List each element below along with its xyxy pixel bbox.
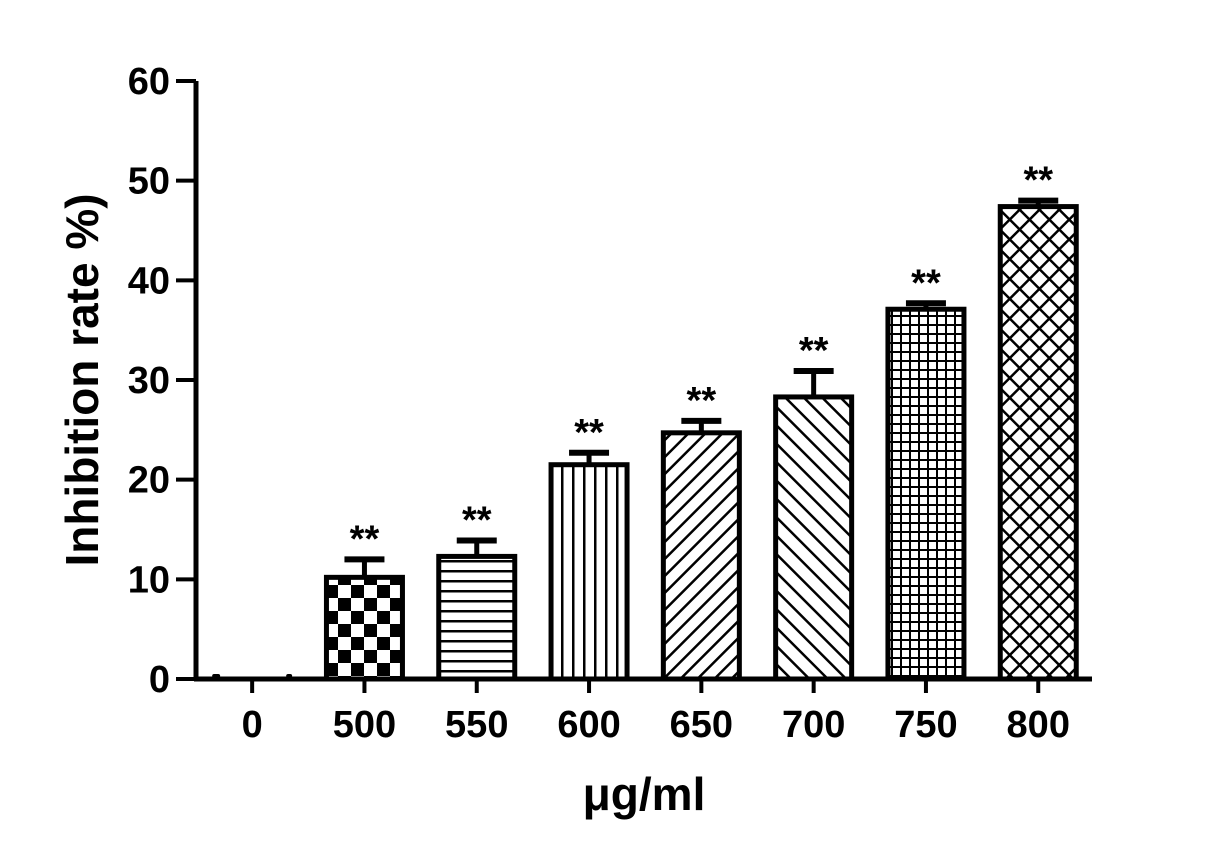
y-tick-label-0: 0: [149, 659, 170, 701]
significance-label-800: **: [1023, 160, 1053, 202]
significance-label-550: **: [462, 499, 492, 541]
significance-label-700: **: [799, 330, 829, 372]
significance-label-600: **: [574, 412, 604, 454]
y-tick-label-30: 30: [128, 360, 170, 402]
y-ticks: 0 10 20 30 40 50 60: [128, 61, 196, 701]
significance-label-500: **: [350, 518, 380, 560]
x-tick-label-0: 0: [242, 704, 263, 746]
x-tick-label-550: 550: [445, 704, 508, 746]
bar-500: [323, 574, 405, 682]
bar-800: [997, 204, 1079, 682]
bar-600: [548, 462, 630, 682]
bar-750: [885, 306, 967, 682]
y-tick-label-10: 10: [128, 559, 170, 601]
x-tick-label-700: 700: [782, 704, 845, 746]
bar-650: [660, 430, 742, 682]
bar-550: [436, 553, 518, 682]
x-tick-label-800: 800: [1007, 704, 1070, 746]
bar-700: [773, 394, 855, 682]
significance-label-650: **: [687, 380, 717, 422]
bars-layer: [212, 204, 1079, 682]
y-tick-label-60: 60: [128, 61, 170, 103]
x-tick-label-500: 500: [333, 704, 396, 746]
x-tick-label-650: 650: [670, 704, 733, 746]
y-tick-label-50: 50: [128, 161, 170, 203]
x-tick-label-750: 750: [894, 704, 957, 746]
x-tick-label-600: 600: [557, 704, 620, 746]
y-axis-title: Inhibition rate %): [56, 193, 108, 566]
significance-label-750: **: [911, 262, 941, 304]
y-tick-label-40: 40: [128, 260, 170, 302]
x-ticks: 0 500 550 600 650 700 750 800: [242, 679, 1070, 746]
error-bars-layer: [344, 197, 1059, 578]
significance-layer: ** ** ** ** ** ** **: [350, 160, 1054, 561]
y-tick-label-20: 20: [128, 460, 170, 502]
x-axis-title: μg/ml: [583, 768, 706, 820]
